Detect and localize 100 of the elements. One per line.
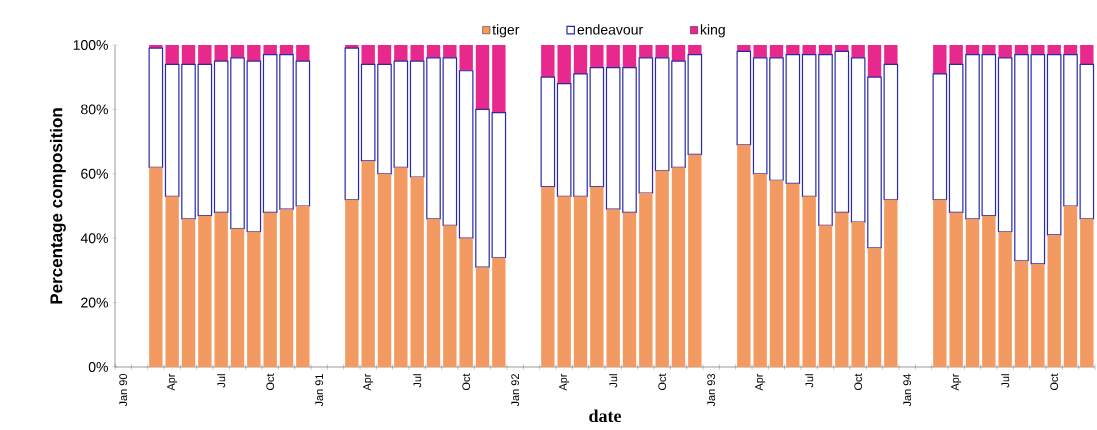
x-tick-label: Oct — [854, 373, 863, 391]
bar — [345, 199, 359, 367]
bar — [443, 225, 457, 367]
bar — [736, 50, 752, 146]
bar — [214, 212, 228, 367]
bar — [639, 193, 653, 367]
x-tick-label: Jan 93 — [707, 374, 716, 407]
bar — [933, 44, 947, 74]
bar — [737, 144, 751, 367]
y-tick-label: 20% — [81, 297, 108, 308]
bar — [230, 44, 245, 58]
bar — [149, 167, 163, 367]
x-tick-label: Jul — [217, 374, 226, 388]
x-tick-label: Apr — [755, 373, 766, 391]
bar — [426, 218, 441, 367]
bar — [884, 44, 898, 65]
bar — [198, 215, 212, 367]
bar — [802, 44, 816, 55]
y-tick-label: 40% — [80, 233, 108, 244]
y-axis-title: Percentage composition — [49, 108, 66, 304]
y-tick-label: 80% — [81, 104, 108, 115]
bar — [230, 228, 245, 367]
bar — [296, 205, 310, 367]
bar — [933, 199, 947, 367]
bar — [492, 44, 506, 113]
legend-label: endeavour — [577, 24, 643, 35]
y-tick-label: 100% — [73, 40, 108, 50]
bar — [688, 154, 702, 367]
bar — [394, 167, 408, 367]
bar — [998, 44, 1012, 58]
bar — [835, 44, 849, 52]
bar — [475, 44, 490, 110]
bar — [835, 212, 849, 367]
bar — [818, 225, 833, 367]
bar — [867, 247, 882, 367]
x-tick-label: Jul — [1001, 374, 1010, 388]
x-tick-label: Apr — [363, 373, 374, 391]
bar — [786, 183, 800, 367]
bar — [671, 44, 686, 62]
bar — [884, 199, 898, 367]
bar — [557, 44, 571, 84]
bar — [247, 231, 261, 367]
x-tick-label: Jan 94 — [903, 373, 912, 407]
bar — [443, 44, 457, 58]
bar — [573, 196, 588, 367]
bar — [1031, 263, 1045, 367]
bar — [459, 238, 473, 367]
bar — [377, 44, 392, 65]
x-tick-label: Jul — [805, 374, 814, 388]
bar — [932, 73, 948, 201]
bar — [344, 47, 360, 201]
bar — [148, 47, 164, 168]
bar — [1080, 218, 1094, 367]
x-tick-label: Oct — [1050, 373, 1059, 391]
bar — [361, 44, 375, 65]
bar — [655, 170, 669, 367]
bar — [198, 44, 212, 65]
x-tick-label: Jan 90 — [119, 373, 128, 407]
bar — [851, 222, 865, 367]
bar — [279, 44, 294, 55]
bar — [1047, 44, 1061, 55]
bar — [655, 44, 669, 58]
bar — [818, 44, 833, 55]
bar — [998, 231, 1012, 367]
bar — [492, 257, 506, 367]
bar — [606, 44, 620, 68]
bar — [541, 186, 555, 367]
bar — [181, 44, 196, 65]
bar — [573, 44, 588, 74]
y-tick-label: 60% — [81, 168, 108, 179]
bar — [263, 212, 277, 367]
bar — [769, 44, 784, 58]
bar — [982, 44, 996, 55]
x-tick-label: Apr — [559, 373, 570, 391]
bar — [769, 180, 784, 367]
bar — [410, 177, 424, 367]
bar — [851, 44, 865, 58]
bar — [361, 160, 375, 367]
bar — [557, 196, 571, 367]
x-tick-label: Jul — [413, 374, 422, 388]
legend-label: king — [700, 24, 725, 38]
bar — [786, 44, 800, 55]
x-tick-label: Jan 92 — [511, 374, 520, 407]
bar — [753, 44, 767, 58]
bar — [1031, 44, 1045, 55]
bar — [982, 215, 996, 367]
bar — [639, 44, 653, 58]
bar — [590, 186, 604, 367]
bar — [377, 173, 392, 367]
bar — [949, 44, 963, 65]
legend-label: tiger — [492, 24, 520, 38]
bar — [965, 44, 980, 55]
bar — [622, 44, 637, 68]
bar — [867, 44, 882, 78]
bar — [149, 44, 163, 49]
bar — [622, 212, 637, 367]
bar — [426, 44, 441, 58]
bar — [459, 44, 473, 71]
bar — [1047, 234, 1061, 367]
bar — [753, 173, 767, 367]
